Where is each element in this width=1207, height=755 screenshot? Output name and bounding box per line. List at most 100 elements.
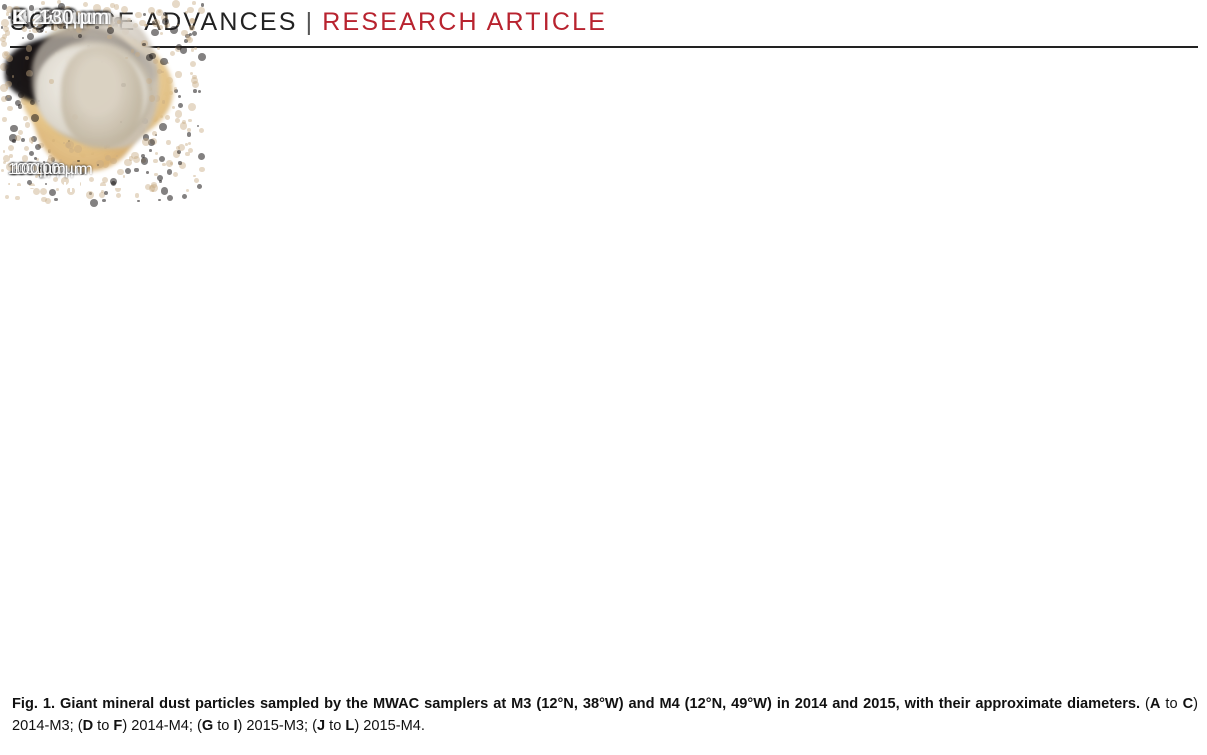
texture-grain <box>166 140 171 145</box>
texture-grain <box>149 183 158 192</box>
texture-grain <box>166 169 173 175</box>
texture-grain <box>12 5 21 14</box>
texture-grain <box>69 22 75 28</box>
texture-grain <box>173 88 179 94</box>
texture-grain <box>2 150 6 153</box>
texture-grain <box>96 159 105 168</box>
texture-grain <box>23 145 30 152</box>
panel-label: H 250 µm <box>12 6 112 30</box>
texture-grain <box>15 195 20 201</box>
texture-grain <box>185 151 190 156</box>
texture-grain <box>94 25 99 30</box>
texture-grain <box>50 157 56 162</box>
texture-grain <box>41 197 47 203</box>
texture-grain <box>35 174 39 178</box>
texture-grain <box>0 36 6 43</box>
caption-text: ) 2015-M4. <box>354 718 425 734</box>
texture-grain <box>26 179 32 185</box>
texture-grain <box>107 34 112 40</box>
texture-grain <box>50 24 58 32</box>
texture-grain <box>100 182 107 189</box>
texture-grain <box>19 11 24 16</box>
texture-grain <box>189 24 195 31</box>
panel-letter: B <box>12 6 28 29</box>
texture-grain <box>25 21 34 30</box>
caption-text: ) 2014-M4; ( <box>122 718 202 734</box>
texture-grain <box>38 7 41 10</box>
texture-grain <box>71 160 77 166</box>
texture-grain <box>6 6 14 14</box>
texture-grain <box>175 43 182 50</box>
texture-grain <box>0 63 9 72</box>
texture-grain <box>3 155 10 162</box>
texture-grain <box>79 169 86 175</box>
texture-grain <box>34 156 38 160</box>
texture-grain <box>11 139 16 144</box>
texture-grain <box>189 17 195 24</box>
texture-grain <box>52 176 58 182</box>
texture-grain <box>190 76 198 85</box>
texture-grain <box>0 169 4 173</box>
texture-grain <box>134 168 139 173</box>
texture-grain <box>5 68 14 76</box>
texture-grain <box>16 11 23 19</box>
texture-grain <box>59 159 62 162</box>
texture-grain <box>145 77 153 85</box>
panel-label: L 130 µm <box>12 6 109 30</box>
texture-grain <box>142 12 147 17</box>
texture-grain <box>89 192 92 195</box>
particle <box>61 46 143 148</box>
texture-grain <box>1 3 8 10</box>
texture-grain <box>148 184 156 192</box>
texture-grain <box>89 177 95 183</box>
texture-grain <box>76 11 81 16</box>
texture-grain <box>66 140 74 149</box>
texture-grain <box>80 164 85 170</box>
texture-grain <box>2 117 7 122</box>
texture-grain <box>110 157 117 164</box>
texture-grain <box>82 17 90 25</box>
texture-grain <box>75 27 82 34</box>
texture-grain <box>29 99 36 106</box>
texture-grain <box>152 131 158 137</box>
texture-grain <box>21 26 28 33</box>
texture-grain <box>5 54 14 62</box>
scale-label: 100 µm <box>8 161 62 178</box>
texture-grain <box>177 94 182 99</box>
panel-letter: A <box>12 6 28 29</box>
texture-grain <box>18 104 23 109</box>
texture-grain <box>3 161 7 165</box>
texture-grain <box>66 9 74 18</box>
texture-grain <box>25 45 33 52</box>
texture-grain <box>186 188 189 192</box>
texture-grain <box>38 142 44 149</box>
texture-grain <box>14 168 18 172</box>
texture-grain <box>15 166 19 170</box>
texture-grain <box>159 155 166 162</box>
texture-grain <box>36 171 42 177</box>
texture-grain <box>198 127 205 133</box>
panel-letter: K <box>12 6 28 29</box>
caption-text: I <box>233 718 238 734</box>
texture-grain <box>104 190 109 195</box>
texture-grain <box>6 162 15 171</box>
texture-grain <box>186 132 192 138</box>
texture-grain <box>90 198 99 207</box>
texture-grain <box>35 24 44 33</box>
panel-letter: I <box>12 6 18 29</box>
texture-grain <box>91 17 95 22</box>
texture-grain <box>9 134 17 142</box>
texture-grain <box>7 144 14 151</box>
texture-grain <box>24 55 30 61</box>
texture-grain <box>139 19 146 27</box>
texture-grain <box>59 12 64 18</box>
texture-grain <box>85 191 94 200</box>
texture-grain <box>26 70 34 78</box>
texture-grain <box>186 37 193 44</box>
panel-letter: C <box>12 6 28 29</box>
texture-grain <box>166 194 173 201</box>
texture-grain <box>44 30 47 34</box>
texture-grain <box>175 71 182 78</box>
texture-grain <box>151 19 160 27</box>
texture-grain <box>48 9 54 15</box>
